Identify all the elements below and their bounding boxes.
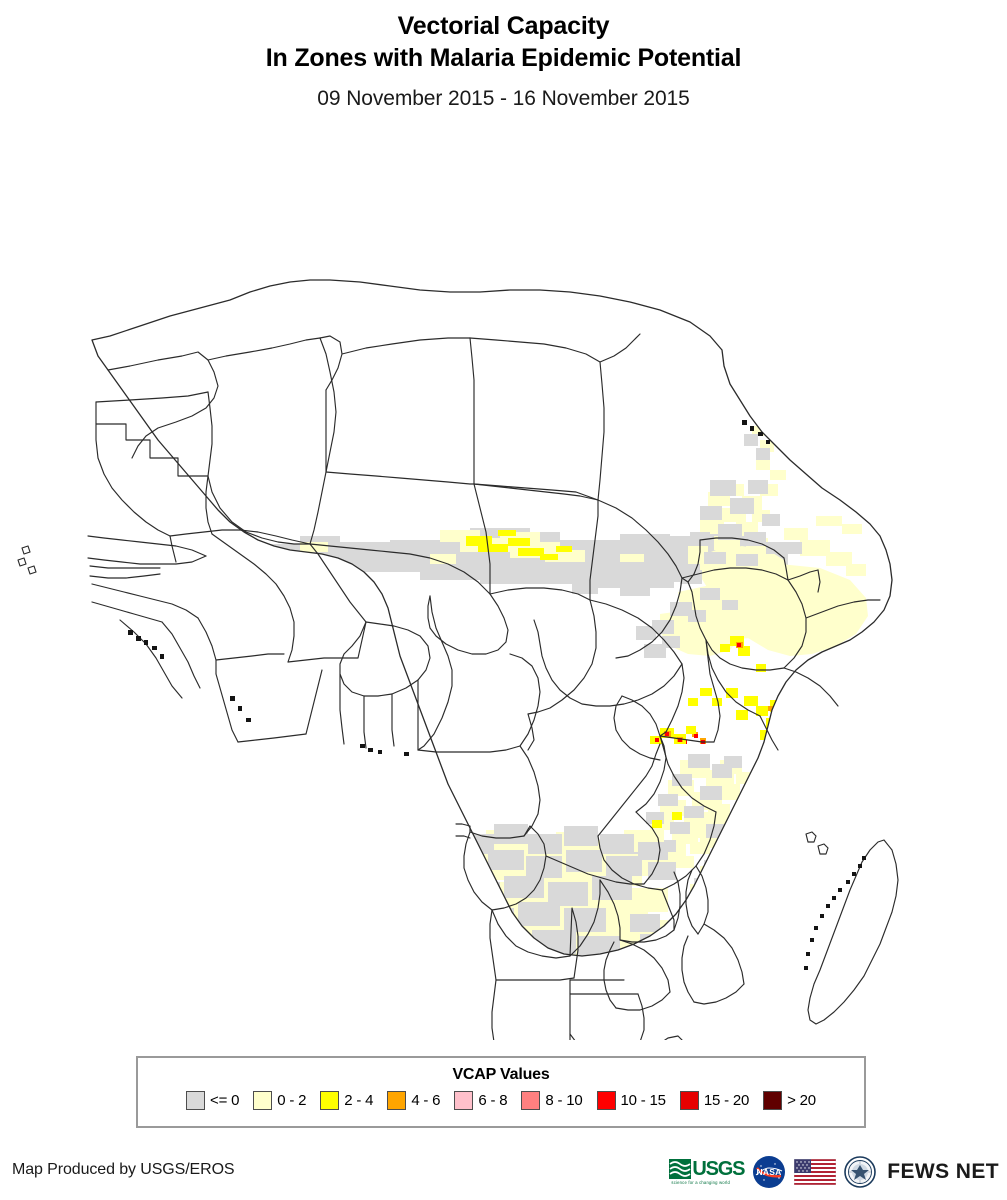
vcap-sudan: [572, 564, 700, 596]
coastal-raster-edge: [128, 420, 866, 970]
legend-item-5[interactable]: 8 - 10: [521, 1091, 583, 1110]
legend-label-15-20: 15 - 20: [703, 1092, 750, 1109]
usgs-logo[interactable]: USGS science for a changing world: [669, 1158, 745, 1185]
us-flag-icon[interactable]: [794, 1159, 837, 1185]
legend-swatch-le0: [186, 1091, 206, 1110]
nasa-logo[interactable]: NASA: [752, 1155, 786, 1189]
legend-swatch-2-4: [320, 1091, 340, 1110]
legend-swatch-8-10: [521, 1091, 541, 1110]
usgs-tagline: science for a changing world: [671, 1180, 731, 1185]
legend-item-7[interactable]: 15 - 20: [679, 1091, 750, 1110]
legend: VCAP Values <= 0 0 - 2 2 - 4 4 - 6 6 - 8: [136, 1056, 866, 1128]
legend-swatch-0-2: [253, 1091, 273, 1110]
legend-swatch-6-8: [454, 1091, 474, 1110]
date-range-subtitle: 09 November 2015 - 16 November 2015: [317, 87, 690, 110]
legend-label-gt20: > 20: [787, 1092, 816, 1109]
legend-swatch-15-20: [679, 1091, 699, 1110]
page-title-line-2: In Zones with Malaria Epidemic Potential: [265, 44, 742, 72]
legend-swatch-4-6: [387, 1091, 407, 1110]
vcap-class-le0-horn: [636, 434, 802, 658]
africa-map[interactable]: [0, 140, 1007, 1040]
legend-items: <= 0 0 - 2 2 - 4 4 - 6 6 - 8 8 - 10: [138, 1091, 864, 1110]
map-canvas: [17, 279, 899, 1040]
footer-logos: USGS science for a changing world NASA: [669, 1152, 999, 1192]
legend-item-8[interactable]: > 20: [763, 1091, 816, 1110]
legend-label-6-8: 6 - 8: [478, 1092, 508, 1109]
vcap-south-africa: [596, 1012, 664, 1040]
legend-item-4[interactable]: 6 - 8: [454, 1091, 508, 1110]
legend-item-6[interactable]: 10 - 15: [596, 1091, 667, 1110]
legend-title: VCAP Values: [452, 1066, 550, 1083]
legend-item-0[interactable]: <= 0: [186, 1091, 239, 1110]
legend-label-8-10: 8 - 10: [545, 1092, 583, 1109]
legend-swatch-10-15: [596, 1091, 616, 1110]
legend-label-10-15: 10 - 15: [620, 1092, 667, 1109]
usgs-wordmark: USGS: [692, 1158, 745, 1180]
legend-swatch-gt20: [763, 1091, 783, 1110]
fews-net-logo[interactable]: FEWS NET: [887, 1160, 999, 1183]
state-department-seal[interactable]: [844, 1156, 877, 1188]
legend-item-1[interactable]: 0 - 2: [253, 1091, 306, 1110]
legend-label-2-4: 2 - 4: [344, 1092, 374, 1109]
svg-text:NASA: NASA: [757, 1167, 782, 1177]
legend-item-2[interactable]: 2 - 4: [320, 1091, 374, 1110]
usgs-wave-icon: [669, 1159, 692, 1179]
legend-label-4-6: 4 - 6: [411, 1092, 441, 1109]
map-credit: Map Produced by USGS/EROS: [12, 1161, 235, 1178]
country-borders: [17, 279, 899, 1040]
legend-label-le0: <= 0: [210, 1092, 240, 1109]
title-block: Vectorial Capacity In Zones with Malaria…: [0, 10, 1007, 114]
legend-label-0-2: 0 - 2: [277, 1092, 307, 1109]
page-title-line-1: Vectorial Capacity: [397, 12, 610, 40]
legend-item-3[interactable]: 4 - 6: [387, 1091, 441, 1110]
